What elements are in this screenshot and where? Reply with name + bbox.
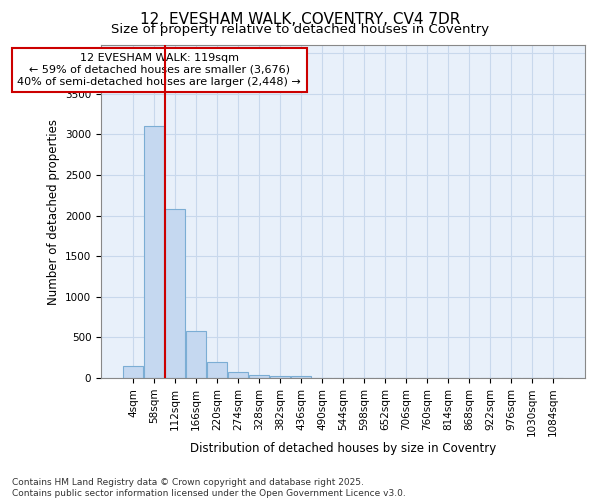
Bar [270, 376, 290, 378]
Bar [165, 209, 185, 378]
Bar [249, 375, 269, 378]
Bar [123, 366, 143, 378]
Bar [144, 126, 164, 378]
Bar [186, 331, 206, 378]
Bar [207, 362, 227, 378]
Text: Contains HM Land Registry data © Crown copyright and database right 2025.
Contai: Contains HM Land Registry data © Crown c… [12, 478, 406, 498]
X-axis label: Distribution of detached houses by size in Coventry: Distribution of detached houses by size … [190, 442, 496, 455]
Text: Size of property relative to detached houses in Coventry: Size of property relative to detached ho… [111, 22, 489, 36]
Text: 12, EVESHAM WALK, COVENTRY, CV4 7DR: 12, EVESHAM WALK, COVENTRY, CV4 7DR [140, 12, 460, 28]
Text: 12 EVESHAM WALK: 119sqm
← 59% of detached houses are smaller (3,676)
40% of semi: 12 EVESHAM WALK: 119sqm ← 59% of detache… [17, 54, 301, 86]
Y-axis label: Number of detached properties: Number of detached properties [47, 118, 59, 304]
Bar [228, 372, 248, 378]
Bar [291, 376, 311, 378]
